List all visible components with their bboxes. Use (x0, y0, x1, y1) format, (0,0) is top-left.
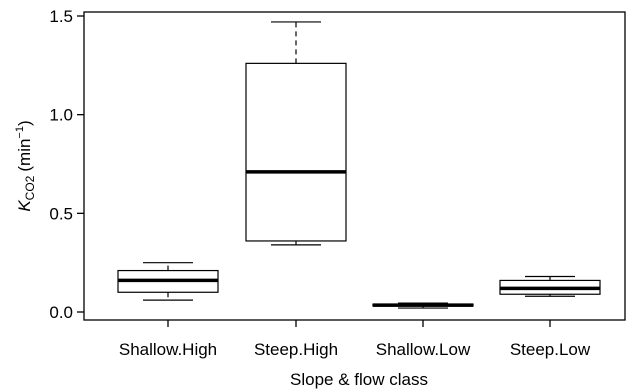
x-tick-label: Steep.High (254, 340, 338, 359)
y-axis-title-unit-close: ) (15, 120, 34, 126)
box-steep-high (245, 21, 347, 246)
y-tick-label: 0.5 (49, 204, 73, 223)
x-tick-label: Steep.Low (510, 340, 591, 359)
y-axis-title-unit-sup: −1 (14, 126, 26, 139)
y-axis-title-unit-open: (min (15, 139, 34, 172)
y-tick-label: 0.0 (49, 303, 73, 322)
plot-frame (83, 11, 626, 321)
x-axis: Shallow.High Steep.High Shallow.Low Steep.L… (119, 320, 591, 359)
y-axis-title-subscript: CO2 (23, 175, 37, 200)
x-tick-label: Shallow.High (119, 340, 217, 359)
y-axis: 0.0 0.5 1.0 1.5 (49, 7, 84, 322)
x-axis-title: Slope & flow class (290, 370, 428, 389)
y-axis-title-main: K (15, 200, 34, 212)
x-tick-label: Shallow.Low (376, 340, 471, 359)
box-shallow-low (372, 302, 474, 309)
y-tick-label: 1.5 (49, 7, 73, 26)
box-shallow-high (117, 262, 219, 301)
box-iqr (245, 62, 347, 242)
boxes-group (117, 21, 601, 309)
y-axis-title: KCO2 (min−1) (14, 120, 37, 211)
y-tick-label: 1.0 (49, 106, 73, 125)
box-steep-low (499, 275, 601, 297)
